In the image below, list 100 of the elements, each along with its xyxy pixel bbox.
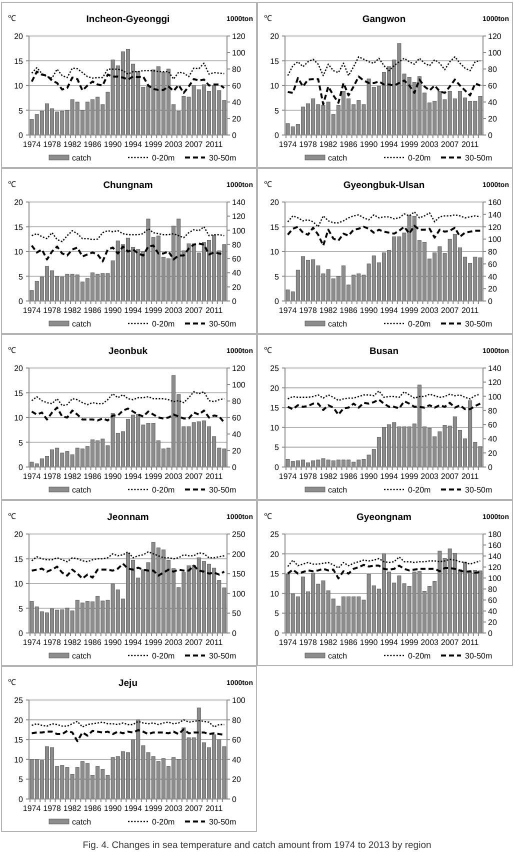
x-tick-label: 1999 — [400, 306, 419, 315]
y2-tick-label: 120 — [232, 212, 246, 222]
y-tick-label: 25 — [14, 696, 24, 705]
legend-label: 30-50m — [209, 320, 236, 328]
line-series — [287, 56, 481, 76]
y2-tick-label: 0 — [488, 463, 493, 472]
y-tick-label: 20 — [14, 716, 24, 725]
x-tick-label: 1999 — [144, 472, 163, 481]
x-tick-label: 2011 — [205, 306, 224, 315]
y2-tick-label: 60 — [488, 420, 498, 430]
x-tick-label: 1982 — [319, 638, 338, 647]
line-series — [30, 562, 226, 580]
y-tick-label: 5 — [18, 272, 24, 282]
legend-label: 0-20m — [408, 320, 432, 328]
y2-tick-label: 60 — [488, 596, 498, 605]
line-series — [31, 551, 225, 562]
x-tick-label: 1986 — [84, 306, 102, 315]
y2-tick-label: 140 — [488, 364, 502, 373]
y2-tick-label: 140 — [488, 552, 502, 561]
y2-tick-label: 20 — [232, 114, 242, 124]
y2-tick-label: 80 — [488, 585, 498, 594]
y-axis-title: ℃ — [264, 346, 272, 355]
x-tick-label: 2011 — [461, 472, 480, 481]
line-series — [31, 719, 225, 728]
legend-label: catch — [328, 154, 348, 162]
legend-label: catch — [72, 154, 92, 162]
chart-title: Incheon-Gyeonggi — [86, 14, 170, 25]
legend-label: catch — [72, 652, 92, 660]
y2-tick-label: 40 — [488, 98, 498, 107]
y-tick-label: 0 — [18, 297, 24, 306]
x-tick-label: 1999 — [400, 140, 419, 149]
y2-tick-label: 100 — [232, 696, 246, 705]
y2-tick-label: 100 — [232, 226, 246, 236]
legend-label: 30-50m — [465, 154, 492, 162]
x-tick-label: 1990 — [360, 306, 378, 315]
y2-tick-label: 20 — [232, 282, 242, 292]
y-tick-label: 5 — [18, 775, 24, 784]
y2-tick-label: 120 — [488, 32, 502, 41]
x-tick-label: 1990 — [104, 306, 122, 315]
y2-tick-label: 120 — [488, 378, 502, 388]
x-tick-label: 1990 — [360, 140, 378, 149]
x-tick-label: 2011 — [205, 638, 224, 647]
x-tick-label: 1978 — [43, 472, 62, 481]
y2-tick-label: 250 — [232, 530, 246, 539]
y2-tick-label: 180 — [488, 530, 502, 539]
x-tick-label: 1974 — [22, 472, 42, 481]
line-series — [286, 76, 482, 106]
y-tick-label: 15 — [14, 56, 24, 66]
line-series — [30, 406, 226, 424]
x-tick-label: 1994 — [124, 804, 143, 813]
line-series — [30, 728, 226, 742]
y-tick-label: 20 — [270, 198, 280, 207]
chart-title: Busan — [369, 346, 399, 357]
y-tick-label: 20 — [14, 198, 24, 207]
line-series — [287, 390, 481, 402]
legend-label: 0-20m — [152, 154, 176, 162]
y-tick-label: 15 — [14, 388, 24, 398]
y2-tick-label: 0 — [232, 795, 237, 804]
legend-label: catch — [328, 320, 348, 328]
y2-tick-label: 100 — [232, 48, 246, 58]
y-tick-label: 20 — [14, 364, 24, 373]
x-tick-label: 2007 — [184, 140, 204, 149]
y-tick-label: 5 — [274, 443, 280, 452]
y-tick-label: 5 — [274, 106, 280, 116]
line-series — [287, 556, 481, 569]
y-axis-title: ℃ — [8, 346, 16, 355]
y2-tick-label: 60 — [488, 260, 498, 269]
x-tick-label: 2003 — [164, 804, 184, 813]
x-tick-label: 1999 — [144, 306, 163, 315]
y2-tick-label: 160 — [488, 541, 502, 550]
y-axis-title: ℃ — [264, 512, 272, 521]
line-series — [286, 398, 482, 416]
x-tick-label: 1978 — [43, 638, 62, 647]
y-tick-label: 5 — [18, 106, 24, 116]
y2-tick-label: 50 — [232, 609, 242, 618]
legend-label: 0-20m — [152, 818, 176, 826]
y-tick-label: 15 — [14, 554, 24, 564]
x-tick-label: 1986 — [340, 638, 358, 647]
x-tick-label: 1974 — [22, 638, 42, 647]
y-tick-label: 15 — [270, 404, 280, 413]
y2-tick-label: 120 — [232, 364, 246, 373]
x-tick-label: 2003 — [164, 140, 184, 149]
legend-label: catch — [72, 486, 92, 494]
x-tick-label: 1974 — [22, 306, 42, 315]
x-tick-label: 2007 — [440, 306, 460, 315]
x-tick-label: 1990 — [104, 140, 122, 149]
x-tick-label: 1982 — [319, 306, 338, 315]
x-tick-label: 1999 — [144, 804, 163, 813]
y-tick-label: 10 — [14, 580, 24, 588]
y-tick-label: 15 — [14, 222, 24, 232]
x-tick-label: 1999 — [144, 638, 163, 647]
x-tick-label: 2007 — [184, 472, 204, 481]
chart-title: Gangwon — [362, 14, 406, 25]
x-tick-label: 1982 — [63, 306, 82, 315]
x-tick-label: 1982 — [319, 472, 338, 481]
line-series — [287, 211, 481, 228]
y-tick-label: 5 — [18, 438, 24, 448]
y-tick-label: 0 — [274, 131, 280, 140]
y-tick-label: 20 — [270, 32, 280, 41]
y2-tick-label: 120 — [488, 563, 502, 572]
